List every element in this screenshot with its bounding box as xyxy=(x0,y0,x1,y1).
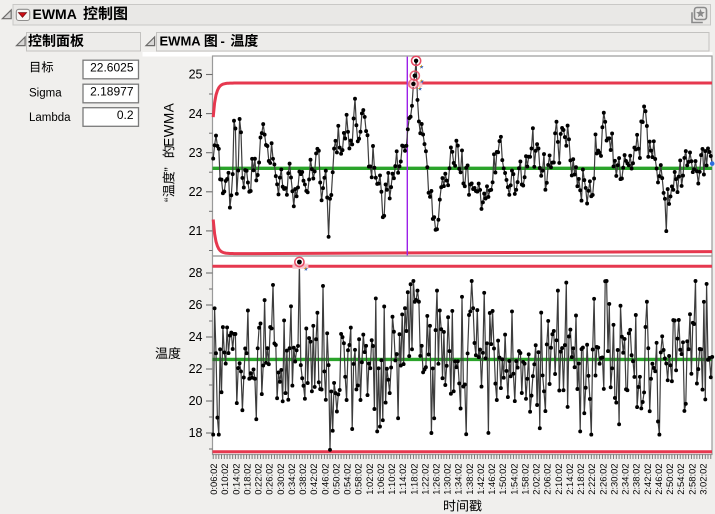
svg-text:2:26:02: 2:26:02 xyxy=(597,464,608,495)
svg-text:2:06:02: 2:06:02 xyxy=(542,464,553,495)
svg-text:2:54:02: 2:54:02 xyxy=(675,464,686,495)
svg-text:0:22:02: 0:22:02 xyxy=(253,464,264,495)
svg-text:EWMA: EWMA xyxy=(160,34,202,49)
svg-text:2:46:02: 2:46:02 xyxy=(653,464,664,495)
svg-text:2:50:02: 2:50:02 xyxy=(664,464,675,495)
svg-text:0:38:02: 0:38:02 xyxy=(297,464,308,495)
svg-text:0:26:02: 0:26:02 xyxy=(264,464,275,495)
svg-text:26: 26 xyxy=(189,298,203,312)
svg-text:1:42:02: 1:42:02 xyxy=(475,464,486,495)
svg-text:2:18:02: 2:18:02 xyxy=(575,464,586,495)
svg-text:1:22:02: 1:22:02 xyxy=(419,464,430,495)
svg-text:2:10:02: 2:10:02 xyxy=(553,464,564,495)
svg-text:1:50:02: 1:50:02 xyxy=(497,464,508,495)
svg-text:22: 22 xyxy=(189,185,203,199)
svg-text:2.18977: 2.18977 xyxy=(90,84,134,98)
svg-text:0:14:02: 0:14:02 xyxy=(230,464,241,495)
svg-text:2:34:02: 2:34:02 xyxy=(620,464,631,495)
svg-text:25: 25 xyxy=(189,68,203,82)
svg-text:2:38:02: 2:38:02 xyxy=(631,464,642,495)
svg-text:0:50:02: 0:50:02 xyxy=(330,464,341,495)
svg-text:0:18:02: 0:18:02 xyxy=(242,464,253,495)
svg-text:1:14:02: 1:14:02 xyxy=(397,464,408,495)
svg-text:1:18:02: 1:18:02 xyxy=(408,464,419,495)
svg-text:0:46:02: 0:46:02 xyxy=(319,464,330,495)
svg-text:0:42:02: 0:42:02 xyxy=(308,464,319,495)
svg-text:Lambda: Lambda xyxy=(29,112,71,124)
svg-text:1:06:02: 1:06:02 xyxy=(375,464,386,495)
svg-text:2:02:02: 2:02:02 xyxy=(531,464,542,495)
svg-text:1:38:02: 1:38:02 xyxy=(464,464,475,495)
svg-text:0.2: 0.2 xyxy=(117,108,134,122)
svg-text:1:30:02: 1:30:02 xyxy=(442,464,453,495)
svg-text:1:58:02: 1:58:02 xyxy=(520,464,531,495)
svg-text:0:58:02: 0:58:02 xyxy=(353,464,364,495)
svg-text:28: 28 xyxy=(189,266,203,280)
svg-text:22: 22 xyxy=(189,362,203,376)
svg-text:0:34:02: 0:34:02 xyxy=(286,464,297,495)
svg-text:22.6025: 22.6025 xyxy=(90,60,134,74)
svg-text:1:46:02: 1:46:02 xyxy=(486,464,497,495)
svg-text:2:22:02: 2:22:02 xyxy=(586,464,597,495)
svg-text:-: - xyxy=(221,34,225,49)
svg-text:0:10:02: 0:10:02 xyxy=(219,464,230,495)
svg-text:1:54:02: 1:54:02 xyxy=(508,464,519,495)
svg-text:2:58:02: 2:58:02 xyxy=(686,464,697,495)
svg-text:0:54:02: 0:54:02 xyxy=(342,464,353,495)
svg-text:2:14:02: 2:14:02 xyxy=(564,464,575,495)
svg-text:24: 24 xyxy=(189,330,203,344)
svg-text:”: ” xyxy=(162,167,177,171)
svg-text:1:10:02: 1:10:02 xyxy=(386,464,397,495)
svg-text:21: 21 xyxy=(189,224,203,238)
svg-text:1:34:02: 1:34:02 xyxy=(453,464,464,495)
svg-text:24: 24 xyxy=(189,107,203,121)
svg-text:2:30:02: 2:30:02 xyxy=(608,464,619,495)
svg-text:0:06:02: 0:06:02 xyxy=(208,464,219,495)
svg-text:EWMA: EWMA xyxy=(33,6,77,22)
svg-text:“: “ xyxy=(162,198,177,202)
svg-text:23: 23 xyxy=(189,146,203,160)
svg-text:1:26:02: 1:26:02 xyxy=(431,464,442,495)
svg-text:20: 20 xyxy=(189,394,203,408)
svg-text:1:02:02: 1:02:02 xyxy=(364,464,375,495)
svg-text:EWMA: EWMA xyxy=(162,103,177,147)
svg-text:18: 18 xyxy=(189,426,203,440)
svg-text:0:30:02: 0:30:02 xyxy=(275,464,286,495)
svg-text:3:02:02: 3:02:02 xyxy=(697,464,708,495)
svg-text:Sigma: Sigma xyxy=(29,88,62,100)
svg-text:2:42:02: 2:42:02 xyxy=(642,464,653,495)
